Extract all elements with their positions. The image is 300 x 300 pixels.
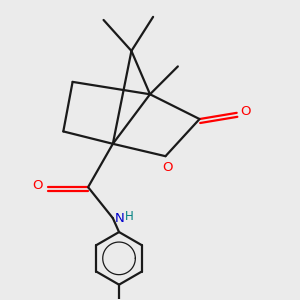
Text: O: O (162, 161, 172, 174)
Text: H: H (125, 210, 134, 223)
Text: N: N (114, 212, 124, 225)
Text: O: O (240, 105, 251, 118)
Text: O: O (33, 179, 43, 192)
